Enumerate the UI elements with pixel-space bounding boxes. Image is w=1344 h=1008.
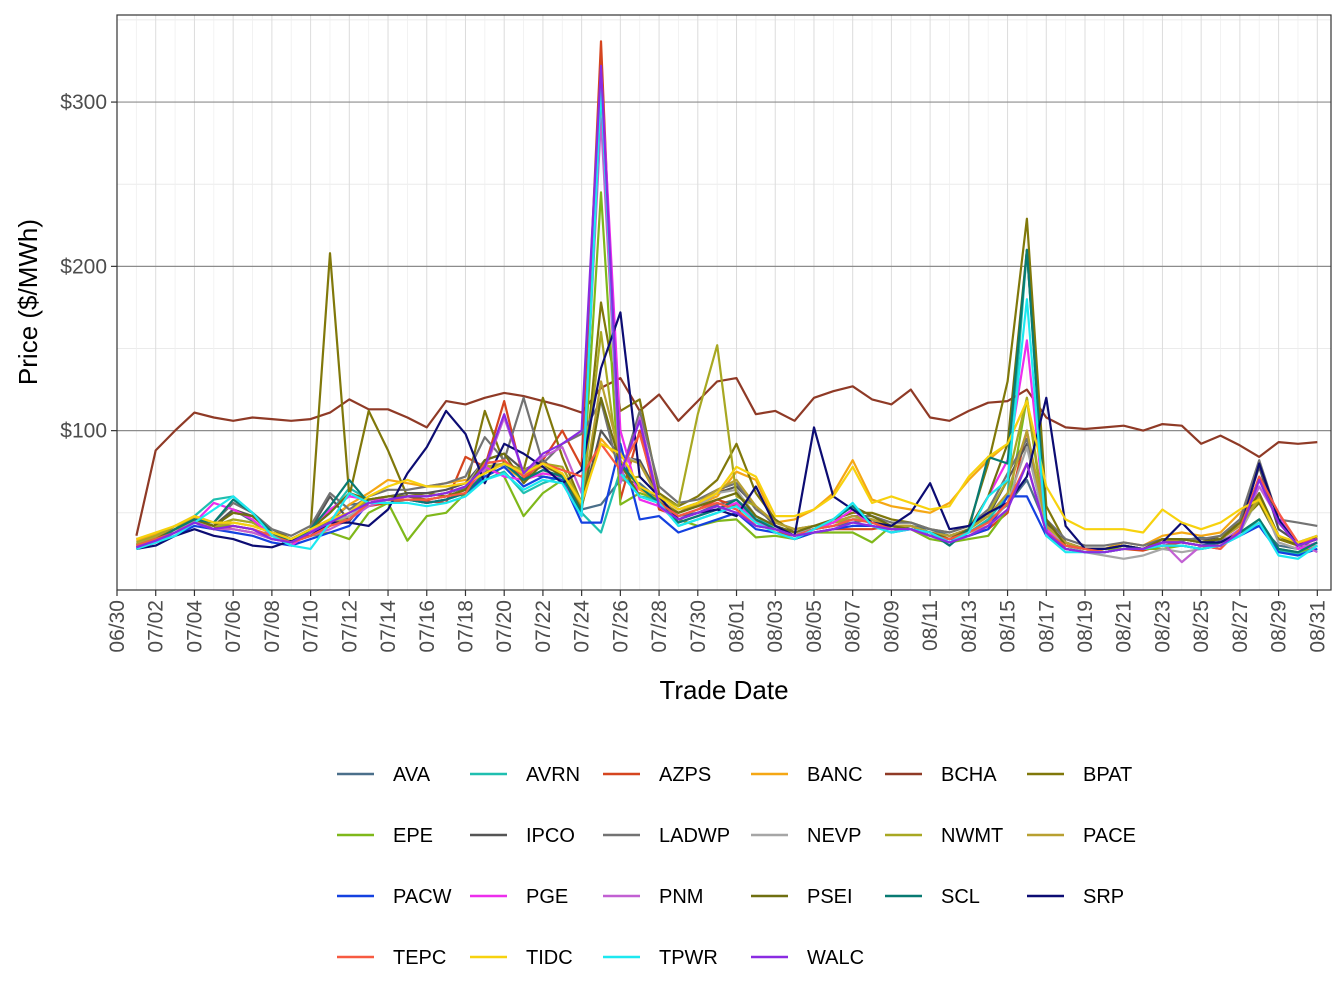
legend-item-tepc: TEPC bbox=[337, 947, 446, 969]
series-line-srp bbox=[136, 311, 1318, 551]
x-tick-label: 07/06 bbox=[222, 600, 245, 653]
y-tick-label: $300 bbox=[60, 91, 107, 114]
legend-label: BANC bbox=[807, 764, 863, 786]
x-tick-label: 08/31 bbox=[1306, 600, 1329, 653]
x-tick-label: 07/14 bbox=[377, 600, 400, 653]
plot-panel bbox=[117, 15, 1331, 590]
legend-label: BPAT bbox=[1083, 764, 1132, 786]
x-tick-label: 08/19 bbox=[1074, 600, 1097, 653]
x-tick-label: 08/01 bbox=[726, 600, 749, 653]
legend-item-bcha: BCHA bbox=[885, 764, 997, 786]
legend-label: NWMT bbox=[941, 825, 1003, 847]
x-tick-label: 08/11 bbox=[919, 600, 942, 651]
legend-label: LADWP bbox=[659, 825, 730, 847]
x-tick-label: 07/20 bbox=[493, 600, 516, 653]
x-tick-label: 08/29 bbox=[1268, 600, 1291, 653]
x-tick-label: 08/07 bbox=[842, 600, 865, 653]
x-tick-label: 08/13 bbox=[958, 600, 981, 653]
legend-label: IPCO bbox=[526, 825, 575, 847]
legend-item-pnm: PNM bbox=[603, 886, 703, 908]
plot-border bbox=[116, 14, 1332, 591]
y-tick-label: $100 bbox=[60, 420, 107, 443]
x-tick-label: 07/12 bbox=[338, 600, 361, 653]
legend-item-pacw: PACW bbox=[337, 886, 452, 908]
legend-item-srp: SRP bbox=[1027, 886, 1124, 908]
legend-label: WALC bbox=[807, 947, 864, 969]
x-tick-label: 07/28 bbox=[648, 600, 671, 653]
legend-label: TIDC bbox=[526, 947, 573, 969]
x-tick-label: 07/04 bbox=[183, 600, 206, 653]
x-tick-label: 07/22 bbox=[532, 600, 555, 653]
legend-item-azps: AZPS bbox=[603, 764, 711, 786]
legend-label: TEPC bbox=[393, 947, 446, 969]
legend-label: PNM bbox=[659, 886, 703, 908]
legend-item-tpwr: TPWR bbox=[603, 947, 718, 969]
x-tick-label: 08/09 bbox=[880, 600, 903, 653]
legend-label: AZPS bbox=[659, 764, 711, 786]
legend-label: PSEI bbox=[807, 886, 853, 908]
x-tick-label: 08/03 bbox=[764, 600, 787, 653]
legend-item-ava: AVA bbox=[337, 764, 431, 786]
x-axis: 06/30 07/02 07/04 07/06 07/08 07/10 07/12 07/14… bbox=[106, 590, 1329, 653]
x-tick-label: 07/10 bbox=[300, 600, 323, 653]
legend-label: TPWR bbox=[659, 947, 718, 969]
legend: AVA AVRN AZPS BANC BCHA BPAT EPE IPCO LADWP NEVP N… bbox=[337, 764, 1136, 969]
x-tick-label: 08/21 bbox=[1113, 600, 1136, 653]
legend-item-nwmt: NWMT bbox=[885, 825, 1003, 847]
series-lines bbox=[135, 40, 1318, 564]
x-tick-label: 07/26 bbox=[609, 600, 632, 653]
x-tick-label: 07/24 bbox=[571, 600, 594, 653]
legend-label: SRP bbox=[1083, 886, 1124, 908]
legend-item-psei: PSEI bbox=[751, 886, 853, 908]
series-line-ladwp bbox=[136, 396, 1318, 547]
legend-label: AVA bbox=[393, 764, 431, 786]
legend-label: AVRN bbox=[526, 764, 580, 786]
legend-label: PACE bbox=[1083, 825, 1136, 847]
legend-label: PACW bbox=[393, 886, 452, 908]
x-tick-label: 07/30 bbox=[687, 600, 710, 653]
series-line-bcha bbox=[135, 377, 1318, 537]
x-tick-label: 08/05 bbox=[803, 600, 826, 653]
legend-item-ipco: IPCO bbox=[470, 825, 575, 847]
x-tick-label: 06/30 bbox=[106, 600, 129, 653]
legend-label: BCHA bbox=[941, 764, 997, 786]
legend-item-nevp: NEVP bbox=[751, 825, 861, 847]
series-line-walc bbox=[136, 64, 1318, 554]
legend-item-banc: BANC bbox=[751, 764, 863, 786]
x-tick-label: 08/23 bbox=[1151, 600, 1174, 653]
legend-item-ladwp: LADWP bbox=[603, 825, 730, 847]
legend-label: SCL bbox=[941, 886, 980, 908]
x-tick-label: 07/02 bbox=[145, 600, 168, 653]
y-tick-label: $200 bbox=[60, 255, 107, 278]
x-tick-label: 08/27 bbox=[1229, 600, 1252, 653]
legend-item-avrn: AVRN bbox=[470, 764, 580, 786]
legend-label: NEVP bbox=[807, 825, 861, 847]
y-axis-title: Price ($/MWh) bbox=[13, 219, 43, 385]
legend-item-epe: EPE bbox=[337, 825, 433, 847]
legend-label: PGE bbox=[526, 886, 568, 908]
legend-item-tidc: TIDC bbox=[470, 947, 573, 969]
x-tick-label: 07/18 bbox=[455, 600, 478, 653]
y-axis: $100 $200 $300 bbox=[60, 91, 117, 443]
x-tick-label: 08/15 bbox=[997, 600, 1020, 653]
x-tick-label: 08/25 bbox=[1190, 600, 1213, 653]
legend-label: EPE bbox=[393, 825, 433, 847]
legend-item-walc: WALC bbox=[751, 947, 864, 969]
x-axis-title: Trade Date bbox=[659, 675, 788, 705]
legend-item-pace: PACE bbox=[1027, 825, 1136, 847]
legend-item-scl: SCL bbox=[885, 886, 980, 908]
legend-item-bpat: BPAT bbox=[1027, 764, 1132, 786]
x-tick-label: 07/16 bbox=[416, 600, 439, 653]
legend-item-pge: PGE bbox=[470, 886, 568, 908]
x-tick-label: 08/17 bbox=[1035, 600, 1058, 653]
x-tick-label: 07/08 bbox=[261, 600, 284, 653]
